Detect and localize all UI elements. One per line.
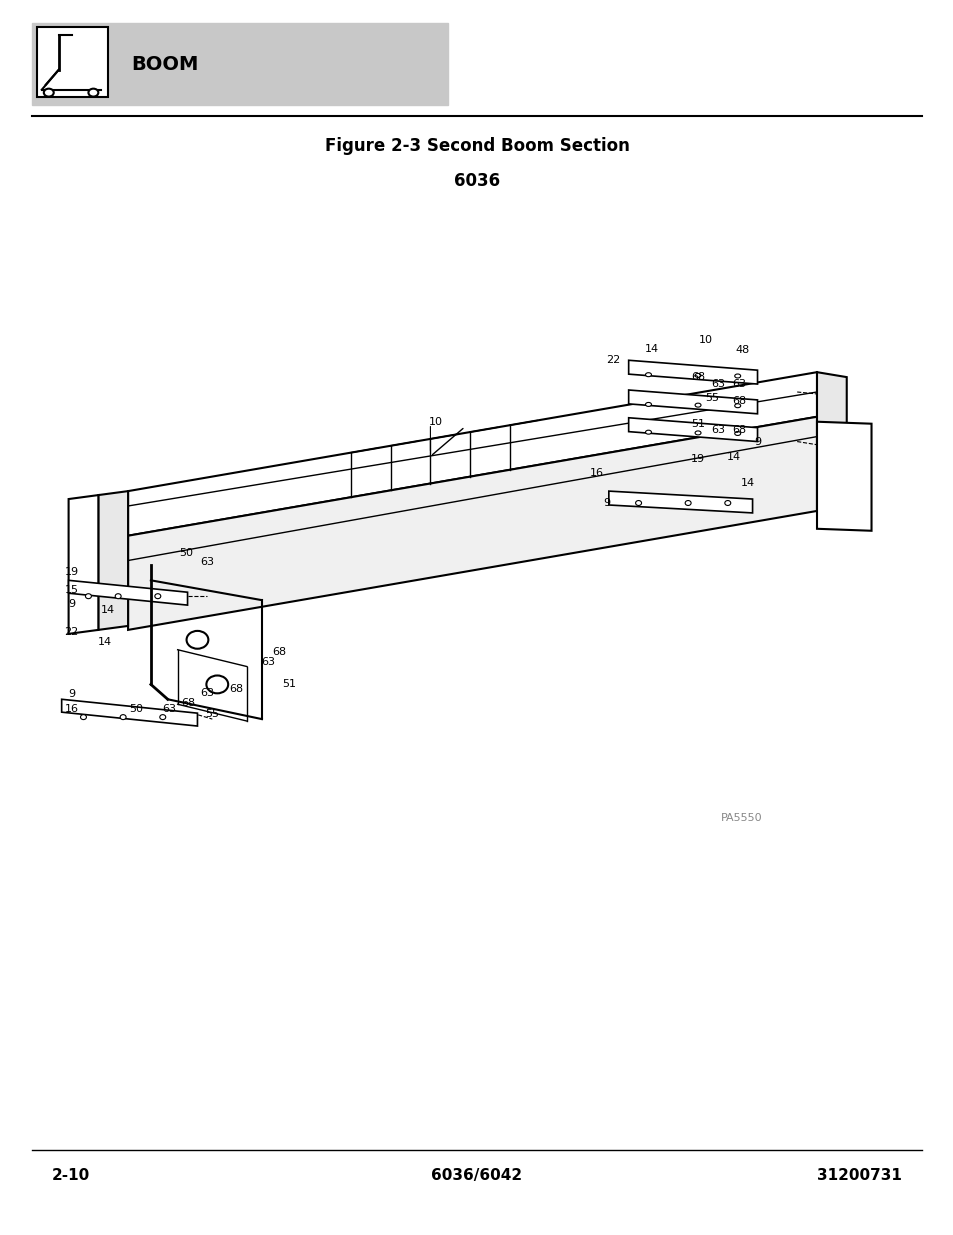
Polygon shape xyxy=(816,421,871,531)
Polygon shape xyxy=(608,492,752,513)
Ellipse shape xyxy=(154,594,161,599)
Polygon shape xyxy=(628,361,757,384)
Text: 19: 19 xyxy=(65,567,78,578)
Polygon shape xyxy=(69,580,188,605)
Polygon shape xyxy=(69,495,98,634)
Text: 6036/6042: 6036/6042 xyxy=(431,1167,522,1183)
Text: 14: 14 xyxy=(726,452,740,462)
Ellipse shape xyxy=(734,374,740,378)
Bar xyxy=(31,23,448,105)
Ellipse shape xyxy=(695,431,700,435)
Text: 22: 22 xyxy=(605,356,619,366)
Ellipse shape xyxy=(89,89,98,96)
Text: 10: 10 xyxy=(428,416,442,427)
Ellipse shape xyxy=(115,594,121,599)
Text: BOOM: BOOM xyxy=(131,56,198,74)
Text: 68: 68 xyxy=(229,684,243,694)
Ellipse shape xyxy=(695,403,700,408)
Polygon shape xyxy=(62,699,197,726)
Text: 9: 9 xyxy=(753,436,760,447)
Ellipse shape xyxy=(695,373,700,378)
Text: 10: 10 xyxy=(699,336,712,346)
Text: 9: 9 xyxy=(602,498,610,508)
Ellipse shape xyxy=(44,89,53,96)
Text: 68: 68 xyxy=(732,396,746,406)
Text: 51: 51 xyxy=(690,419,704,429)
Text: 14: 14 xyxy=(98,637,112,647)
Ellipse shape xyxy=(86,594,91,599)
Ellipse shape xyxy=(206,676,228,693)
Text: 50: 50 xyxy=(179,547,193,557)
Ellipse shape xyxy=(734,431,740,436)
Text: 63: 63 xyxy=(163,704,176,714)
Text: 9: 9 xyxy=(68,689,75,699)
Text: 9: 9 xyxy=(68,599,75,609)
Text: 55: 55 xyxy=(704,393,719,403)
Polygon shape xyxy=(816,372,846,516)
Text: 14: 14 xyxy=(740,478,754,488)
Ellipse shape xyxy=(645,403,651,406)
Polygon shape xyxy=(628,390,757,414)
Text: 15: 15 xyxy=(65,585,78,595)
Ellipse shape xyxy=(635,500,640,505)
Text: 63: 63 xyxy=(200,688,214,698)
Text: 63: 63 xyxy=(200,557,214,568)
Text: 6036: 6036 xyxy=(454,172,499,190)
Polygon shape xyxy=(128,372,816,536)
Text: 68: 68 xyxy=(690,372,704,382)
Text: 14: 14 xyxy=(643,345,658,354)
Bar xyxy=(37,27,108,96)
Text: 68: 68 xyxy=(273,647,287,657)
Text: 50: 50 xyxy=(129,704,143,714)
Ellipse shape xyxy=(684,500,690,505)
Ellipse shape xyxy=(120,715,126,720)
Text: 2-10: 2-10 xyxy=(51,1167,90,1183)
Text: 68: 68 xyxy=(181,698,195,708)
Text: 63: 63 xyxy=(710,379,724,389)
Polygon shape xyxy=(98,492,128,630)
Text: Figure 2-3 Second Boom Section: Figure 2-3 Second Boom Section xyxy=(324,137,629,156)
Ellipse shape xyxy=(160,715,166,720)
Ellipse shape xyxy=(724,500,730,505)
Text: 16: 16 xyxy=(589,468,603,478)
Polygon shape xyxy=(128,416,816,630)
Text: 16: 16 xyxy=(65,704,78,714)
Text: 63: 63 xyxy=(710,425,724,435)
Text: 55: 55 xyxy=(205,709,219,719)
Text: 51: 51 xyxy=(282,679,296,689)
Ellipse shape xyxy=(80,715,87,720)
Text: 68: 68 xyxy=(732,425,746,435)
Text: 63: 63 xyxy=(260,657,274,667)
Text: 48: 48 xyxy=(735,346,749,356)
Ellipse shape xyxy=(734,404,740,408)
Text: 14: 14 xyxy=(101,605,115,615)
Text: 31200731: 31200731 xyxy=(817,1167,902,1183)
Text: 22: 22 xyxy=(65,627,78,637)
Text: PA5550: PA5550 xyxy=(720,813,761,824)
Polygon shape xyxy=(628,417,757,442)
Text: 19: 19 xyxy=(690,454,704,464)
Ellipse shape xyxy=(645,373,651,377)
Ellipse shape xyxy=(645,430,651,435)
Text: 63: 63 xyxy=(732,379,746,389)
Ellipse shape xyxy=(187,631,208,648)
